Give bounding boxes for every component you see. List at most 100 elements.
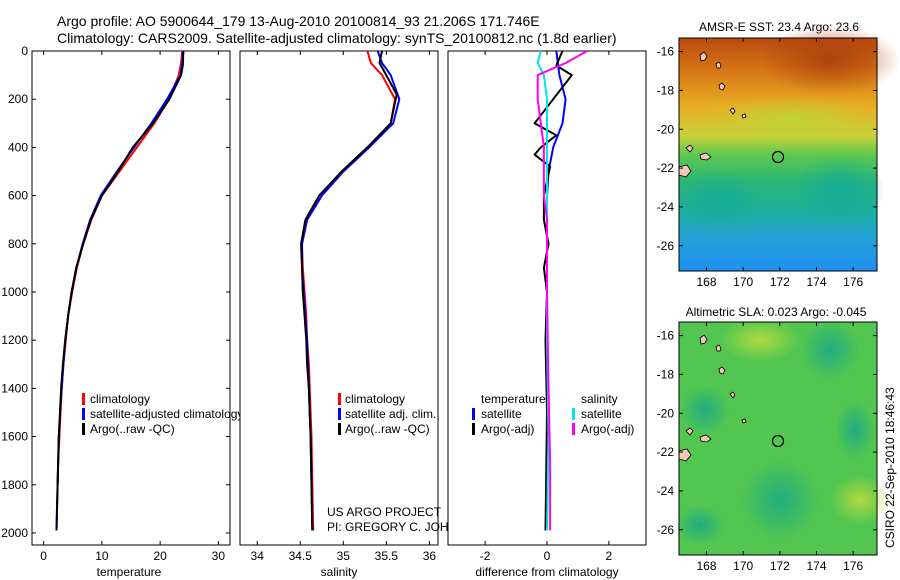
x-tick-label: 35.5	[375, 549, 399, 563]
x-tick-label: 0	[544, 549, 551, 563]
temperature-profile-lines	[55, 51, 185, 531]
map-y-tick-label: -22	[657, 161, 675, 175]
series-line	[55, 51, 185, 531]
sla-teal-patch	[800, 320, 860, 380]
legend-title-salinity: salinity	[581, 392, 618, 406]
legend-swatch-satellite-adj-clim	[338, 408, 341, 420]
argo-location-marker	[771, 434, 785, 448]
y-tick-label: 0	[21, 44, 28, 58]
salinity-legend: climatology satellite adj. clim. Argo(..…	[338, 392, 436, 436]
legend-label-satellite-adjusted: satellite-adjusted climatology	[90, 407, 243, 421]
y-tick-label: 1400	[1, 381, 28, 395]
legend-swatch-satellite-adjusted	[82, 408, 85, 420]
legend-swatch-climatology	[82, 393, 85, 405]
y-tick-label: 800	[8, 237, 28, 251]
x-tick-label: 0	[40, 549, 47, 563]
legend-label-temperature-argo: Argo(-adj)	[481, 422, 534, 436]
legend-title-temperature: temperature	[481, 392, 546, 406]
map-y-tick-label: -22	[657, 445, 675, 459]
map-x-tick-label: 168	[696, 275, 716, 289]
island-shape	[741, 113, 747, 119]
y-tick-label: 600	[8, 189, 28, 203]
x-tick-label: 36	[423, 549, 437, 563]
map-x-tick-label: 172	[770, 275, 790, 289]
sst-map-frame	[678, 37, 878, 272]
sla-map-frame	[678, 321, 878, 556]
x-tick-label: 34.5	[289, 549, 313, 563]
island-shape	[685, 427, 694, 436]
sst-map-panel: AMSR-E SST: 23.4 Argo: 23.6 168 170 172 174…	[657, 20, 900, 289]
difference-panel: -2 0 2 difference from climatology tempera…	[447, 50, 647, 579]
x-tick-label: 20	[153, 549, 167, 563]
map-x-tick-label: 176	[843, 559, 863, 573]
legend-swatch-salinity-argo	[572, 423, 575, 435]
sla-teal-patch	[675, 505, 725, 545]
map-y-tick-label: -26	[657, 523, 675, 537]
sla-yellow-patch	[830, 475, 890, 525]
map-x-tick-label: 174	[806, 275, 826, 289]
island-shape	[729, 391, 736, 399]
series-line	[300, 51, 398, 531]
legend-swatch-climatology	[338, 393, 341, 405]
legend-swatch-salinity-satellite	[572, 408, 575, 420]
map-y-tick-label: -24	[657, 484, 675, 498]
island-shape	[699, 152, 712, 161]
y-tick-label: 1600	[1, 430, 28, 444]
temperature-plot-frame	[31, 50, 231, 546]
difference-axis-label: difference from climatology	[475, 565, 618, 579]
difference-legend: temperature salinity satellite Argo(-adj…	[472, 392, 634, 436]
island-shape	[685, 144, 694, 153]
y-tick-label: 1000	[1, 285, 28, 299]
sla-map-title: Altimetric SLA: 0.023 Argo: -0.045	[686, 305, 867, 319]
sst-teal-patch	[795, 155, 885, 225]
island-shape	[699, 334, 708, 345]
salinity-axis-label: salinity	[321, 565, 358, 579]
legend-label-salinity-satellite: satellite	[581, 407, 622, 421]
island-shape	[699, 51, 708, 62]
island-shape	[715, 344, 722, 352]
island-shape	[729, 107, 736, 115]
map-y-tick-label: -16	[657, 45, 675, 59]
project-annotation: US ARGO PROJECT	[327, 505, 442, 519]
legend-label-satellite-adj-clim: satellite adj. clim.	[345, 407, 436, 421]
sst-map-axes: 168 170 172 174 176 -16 -18 -20 -22 -24 -26	[657, 38, 877, 289]
sst-warm-patch	[760, 25, 900, 95]
legend-label-salinity-argo: Argo(-adj)	[581, 422, 634, 436]
sla-yellow-patch	[720, 318, 800, 362]
island-shape	[718, 366, 726, 375]
figure-title-line-2: Climatology: CARS2009. Satellite-adjuste…	[57, 30, 617, 46]
map-y-tick-label: -24	[657, 200, 675, 214]
legend-label-argo: Argo(..raw -QC)	[345, 422, 430, 436]
y-tick-label: 2000	[1, 526, 28, 540]
figure-title-line-1: Argo profile: AO 5900644_179 13-Aug-2010…	[57, 13, 540, 29]
argo-location-marker	[771, 150, 785, 164]
map-y-tick-label: -18	[657, 83, 675, 97]
temperature-x-axis: 0 10 20 30	[40, 51, 225, 563]
series-line	[536, 51, 588, 531]
x-tick-label: 34	[251, 549, 265, 563]
map-x-tick-label: 172	[770, 559, 790, 573]
island-shape	[715, 61, 722, 69]
sst-lime-patch	[710, 96, 870, 140]
y-tick-label: 1800	[1, 478, 28, 492]
temperature-legend: climatology satellite-adjusted climatolo…	[82, 392, 243, 436]
salinity-x-axis: 34 34.5 35 35.5 36	[251, 51, 437, 563]
legend-label-argo: Argo(..raw -QC)	[90, 422, 175, 436]
island-shape	[699, 434, 712, 443]
pi-annotation: PI: GREGORY C. JOHNSON	[327, 520, 483, 534]
y-tick-label: 200	[8, 92, 28, 106]
island-shape	[741, 418, 747, 424]
x-tick-label: -2	[480, 549, 491, 563]
temperature-axis-label: temperature	[97, 565, 162, 579]
legend-label-climatology: climatology	[345, 392, 405, 406]
legend-swatch-temperature-argo	[472, 423, 475, 435]
legend-label-climatology: climatology	[90, 392, 150, 406]
legend-swatch-argo	[338, 423, 341, 435]
island-shape	[718, 82, 726, 91]
map-x-tick-label: 170	[733, 275, 753, 289]
y-tick-label: 1200	[1, 333, 28, 347]
map-x-tick-label: 176	[843, 275, 863, 289]
timestamp-stamp: CSIRO 22-Sep-2010 18:46:43	[883, 387, 897, 548]
